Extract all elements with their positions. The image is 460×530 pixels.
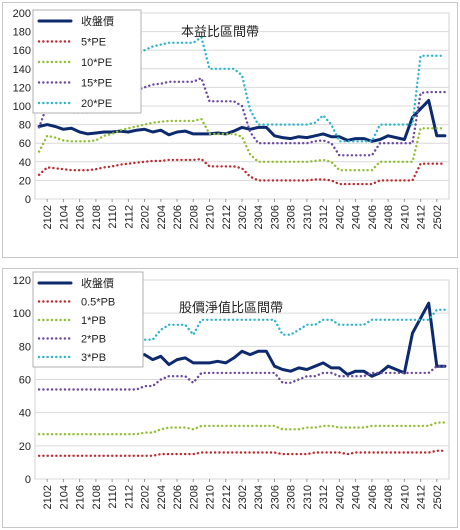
x-tick-label: 2206 xyxy=(172,205,184,229)
y-tick-label: 40 xyxy=(19,408,31,420)
y-tick-label: 60 xyxy=(19,138,31,150)
x-tick-label: 2502 xyxy=(432,485,444,509)
series-line-1 xyxy=(37,449,447,458)
x-tick-label: 2304 xyxy=(253,205,265,229)
x-tick-label: 2306 xyxy=(269,205,281,229)
x-tick-label: 2112 xyxy=(123,205,135,229)
chart-title: 本益比區間帶 xyxy=(181,24,259,39)
x-tick-label: 2102 xyxy=(42,205,54,229)
x-tick-label: 2212 xyxy=(221,485,233,509)
x-tick-label: 2502 xyxy=(432,205,444,229)
x-tick-label: 2302 xyxy=(237,485,249,509)
chart-title: 股價淨值比區間帶 xyxy=(179,300,283,315)
x-tick-label: 2410 xyxy=(399,205,411,229)
x-tick-label: 2310 xyxy=(302,485,314,509)
legend-label-1: 5*PE xyxy=(81,37,106,49)
y-tick-label: 0 xyxy=(25,194,31,206)
x-tick-label: 2410 xyxy=(399,485,411,509)
series-line-2 xyxy=(37,421,447,436)
x-tick-label: 2308 xyxy=(286,485,298,509)
x-tick-label: 2402 xyxy=(334,205,346,229)
x-tick-label: 2208 xyxy=(188,205,200,229)
y-tick-label: 140 xyxy=(13,64,31,76)
x-tick-label: 2104 xyxy=(58,205,70,229)
x-tick-label: 2110 xyxy=(107,485,119,509)
x-tick-label: 2408 xyxy=(383,485,395,509)
x-tick-label: 2202 xyxy=(140,205,152,229)
x-tick-label: 2204 xyxy=(156,485,168,509)
x-tick-label: 2210 xyxy=(205,205,217,229)
series-line-1 xyxy=(37,157,447,186)
x-tick-label: 2404 xyxy=(351,205,363,229)
y-tick-label: 180 xyxy=(13,27,31,39)
x-tick-label: 2202 xyxy=(140,485,152,509)
y-tick-label: 100 xyxy=(13,101,31,113)
x-tick-label: 2412 xyxy=(416,485,428,509)
y-tick-label: 80 xyxy=(19,341,31,353)
x-tick-label: 2212 xyxy=(221,205,233,229)
legend: 收盤價 5*PE 10*PE 15*PE 20*PE xyxy=(32,9,142,114)
legend-label-4: 20*PE xyxy=(81,98,112,110)
x-tick-label: 2404 xyxy=(351,485,363,509)
legend-label-4: 3*PB xyxy=(81,352,106,364)
x-tick-label: 2108 xyxy=(91,205,103,229)
x-tick-label: 2306 xyxy=(269,485,281,509)
y-tick-label: 20 xyxy=(19,441,31,453)
x-tick-label: 2204 xyxy=(156,205,168,229)
legend-label-3: 15*PE xyxy=(81,78,112,90)
y-tick-label: 160 xyxy=(13,45,31,57)
legend-label-3: 2*PB xyxy=(81,334,106,346)
x-tick-label: 2302 xyxy=(237,205,249,229)
legend-label-2: 1*PB xyxy=(81,315,106,327)
x-tick-label: 2402 xyxy=(334,485,346,509)
series-line-0 xyxy=(37,98,447,143)
x-tick-label: 2106 xyxy=(75,205,87,229)
x-tick-label: 2408 xyxy=(383,205,395,229)
x-tick-label: 2310 xyxy=(302,205,314,229)
x-tick-label: 2210 xyxy=(205,485,217,509)
series-line-3 xyxy=(37,364,447,391)
x-tick-label: 2106 xyxy=(75,485,87,509)
x-tick-label: 2102 xyxy=(42,485,54,509)
series-line-2 xyxy=(37,117,447,172)
x-tick-label: 2208 xyxy=(188,485,200,509)
legend-box xyxy=(32,9,142,114)
x-tick-label: 2312 xyxy=(318,205,330,229)
x-tick-label: 2312 xyxy=(318,485,330,509)
x-tick-label: 2112 xyxy=(123,485,135,509)
x-tick-label: 2108 xyxy=(91,485,103,509)
y-tick-label: 40 xyxy=(19,157,31,169)
legend-label-2: 10*PE xyxy=(81,57,112,69)
x-tick-label: 2206 xyxy=(172,485,184,509)
x-tick-label: 2110 xyxy=(107,205,119,229)
pb-band-chart: 0 20 40 60 80 100 120 2102 2104 2106 2108 2110 2112 2… xyxy=(2,268,458,528)
y-tick-label: 80 xyxy=(19,120,31,132)
y-tick-label: 0 xyxy=(25,474,31,486)
y-tick-label: 200 xyxy=(13,8,31,20)
y-tick-label: 120 xyxy=(13,275,31,287)
x-tick-label: 2412 xyxy=(416,205,428,229)
x-tick-label: 2104 xyxy=(58,485,70,509)
legend-label-1: 0.5*PB xyxy=(81,297,115,309)
y-tick-label: 100 xyxy=(13,308,31,320)
y-tick-label: 20 xyxy=(19,175,31,187)
pe-band-chart-svg: 0 20 40 60 80 100 120 140 160 180 200 2102 2104 2106 2… xyxy=(13,8,450,229)
x-tick-label: 2304 xyxy=(253,485,265,509)
x-tick-label: 2406 xyxy=(367,485,379,509)
y-tick-label: 120 xyxy=(13,82,31,94)
legend-label-0: 收盤價 xyxy=(81,14,114,28)
pe-band-chart: 0 20 40 60 80 100 120 140 160 180 200 2102 2104 2106 2… xyxy=(2,2,458,258)
x-tick-label: 2308 xyxy=(286,205,298,229)
y-tick-label: 60 xyxy=(19,375,31,387)
x-tick-label: 2406 xyxy=(367,205,379,229)
legend: 收盤價 0.5*PB 1*PB 2*PB 3*PB xyxy=(32,271,144,368)
legend-label-0: 收盤價 xyxy=(81,276,114,290)
pb-band-chart-svg: 0 20 40 60 80 100 120 2102 2104 2106 2108 2110 2112 2… xyxy=(13,271,450,509)
